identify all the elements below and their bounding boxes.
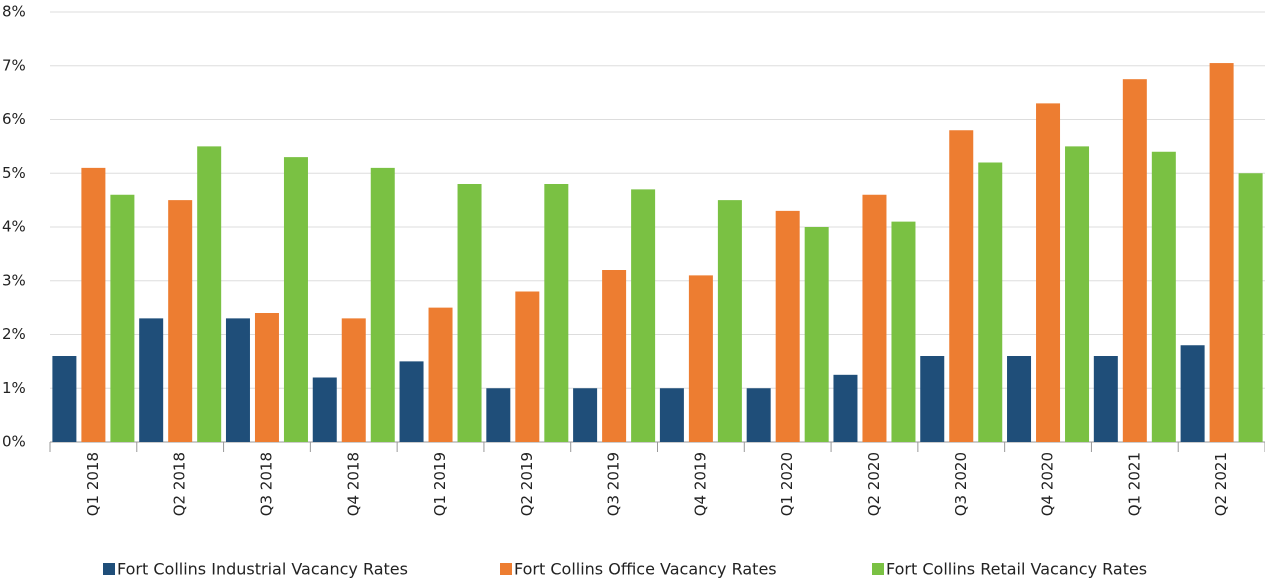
bar: [341, 318, 366, 442]
bar: [602, 270, 627, 442]
x-tick-label: Q2 2019: [518, 452, 536, 516]
legend-swatch: [103, 563, 115, 575]
bar: [1036, 103, 1061, 442]
y-tick-label: 4%: [2, 218, 26, 236]
bar: [544, 184, 569, 442]
bar: [1093, 356, 1118, 442]
bar: [1238, 173, 1263, 442]
y-tick-label: 0%: [2, 433, 26, 451]
bar: [428, 307, 453, 442]
x-tick-label: Q2 2020: [865, 452, 883, 516]
legend-swatch: [500, 563, 512, 575]
bar: [457, 184, 482, 442]
bar: [688, 275, 713, 442]
bar: [1209, 63, 1234, 442]
x-tick-label: Q1 2019: [431, 452, 449, 516]
bar: [254, 313, 279, 442]
bar: [399, 361, 424, 442]
bar: [283, 157, 308, 442]
bar: [717, 200, 742, 442]
legend-swatch: [872, 563, 884, 575]
y-tick-label: 1%: [2, 379, 26, 397]
bar: [833, 374, 858, 442]
bar: [920, 356, 945, 442]
bar: [659, 388, 684, 442]
bar: [631, 189, 656, 442]
bar: [891, 221, 916, 442]
bar: [370, 167, 395, 442]
x-tick-label: Q4 2020: [1039, 452, 1057, 516]
bar: [775, 210, 800, 442]
bar: [515, 291, 540, 442]
bar: [573, 388, 598, 442]
bar: [1151, 151, 1176, 442]
legend-label: Fort Collins Industrial Vacancy Rates: [117, 560, 408, 579]
x-tick-label: Q4 2018: [344, 452, 362, 516]
bar: [1180, 345, 1205, 442]
legend-label: Fort Collins Office Vacancy Rates: [514, 560, 777, 579]
x-tick-label: Q1 2021: [1125, 452, 1143, 516]
x-tick-label: Q3 2019: [605, 452, 623, 516]
bar: [1122, 79, 1147, 442]
bar: [804, 227, 829, 442]
bar: [139, 318, 164, 442]
bar: [862, 194, 887, 442]
y-tick-label: 6%: [2, 110, 26, 128]
x-tick-label: Q4 2019: [691, 452, 709, 516]
bar: [197, 146, 222, 442]
x-tick-label: Q1 2020: [778, 452, 796, 516]
bar: [312, 377, 337, 442]
y-tick-label: 8%: [2, 3, 26, 21]
x-tick-label: Q2 2018: [171, 452, 189, 516]
legend-label: Fort Collins Retail Vacancy Rates: [886, 560, 1147, 579]
x-tick-label: Q1 2018: [84, 452, 102, 516]
bar: [52, 356, 77, 442]
bar: [1065, 146, 1090, 442]
x-tick-label: Q3 2020: [952, 452, 970, 516]
y-tick-label: 2%: [2, 325, 26, 343]
bar: [978, 162, 1003, 442]
bar: [225, 318, 250, 442]
bar: [1007, 356, 1032, 442]
bar: [168, 200, 193, 442]
x-tick-label: Q3 2018: [257, 452, 275, 516]
y-tick-label: 7%: [2, 56, 26, 74]
bar: [81, 167, 106, 442]
bar: [746, 388, 771, 442]
bar: [110, 194, 135, 442]
y-tick-label: 3%: [2, 271, 26, 289]
y-tick-label: 5%: [2, 164, 26, 182]
x-tick-label: Q2 2021: [1212, 452, 1230, 516]
bar: [486, 388, 511, 442]
bar: [949, 130, 974, 442]
